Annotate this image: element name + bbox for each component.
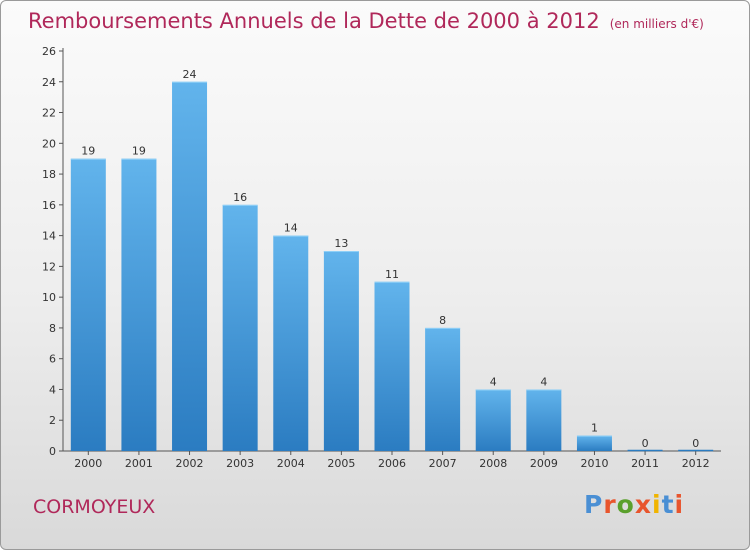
bar — [526, 389, 562, 451]
x-tick-label: 2004 — [277, 457, 305, 470]
data-label: 4 — [540, 375, 547, 388]
x-tick-label: 2002 — [176, 457, 204, 470]
data-label: 13 — [334, 237, 348, 250]
y-tick-label: 4 — [49, 383, 56, 396]
logo-letter: x — [634, 490, 652, 519]
y-tick-label: 16 — [42, 199, 56, 212]
x-tick-label: 2000 — [74, 457, 102, 470]
y-tick-label: 26 — [42, 45, 56, 58]
x-tick-label: 2007 — [429, 457, 457, 470]
bar — [121, 158, 157, 451]
bar — [475, 389, 511, 451]
data-label: 11 — [385, 268, 399, 281]
bar — [374, 281, 410, 451]
data-label: 0 — [692, 437, 699, 450]
data-label: 24 — [183, 68, 197, 81]
x-tick-label: 2012 — [682, 457, 710, 470]
x-tick-label: 2003 — [226, 457, 254, 470]
logo-letter: i — [652, 490, 662, 519]
logo-letter: r — [603, 490, 617, 519]
y-tick-label: 8 — [49, 322, 56, 335]
x-tick-label: 2010 — [580, 457, 608, 470]
bar — [172, 81, 208, 452]
bar — [425, 327, 461, 451]
data-label: 14 — [284, 222, 298, 235]
y-tick-label: 6 — [49, 353, 56, 366]
logo-letter: P — [584, 490, 604, 519]
commune-name: CORMOYEUX — [33, 496, 156, 518]
logo-letter: t — [661, 490, 675, 519]
y-tick-label: 14 — [42, 230, 56, 243]
proxiti-logo: Proxiti — [584, 490, 684, 519]
chart-title-text: Remboursements Annuels de la Dette de 20… — [28, 9, 600, 33]
chart-unit: (en milliers d'€) — [609, 17, 704, 31]
x-tick-label: 2005 — [327, 457, 355, 470]
bar — [70, 158, 106, 451]
bar — [323, 251, 359, 451]
x-tick-label: 2001 — [125, 457, 153, 470]
logo-letter: o — [616, 490, 635, 519]
data-label: 16 — [233, 191, 247, 204]
data-label: 4 — [490, 375, 497, 388]
logo-letter: i — [674, 490, 685, 519]
bar — [273, 235, 309, 451]
data-label: 8 — [439, 314, 446, 327]
y-tick-label: 0 — [49, 445, 56, 458]
data-label: 19 — [81, 145, 95, 158]
x-tick-label: 2008 — [479, 457, 507, 470]
data-label: 0 — [642, 437, 649, 450]
y-tick-label: 18 — [42, 168, 56, 181]
y-tick-label: 24 — [42, 76, 56, 89]
bar-chart: 0246810121416182022242619200019200124200… — [42, 45, 721, 470]
y-tick-label: 10 — [42, 291, 56, 304]
y-tick-label: 22 — [42, 107, 56, 120]
x-tick-label: 2009 — [530, 457, 558, 470]
x-tick-label: 2011 — [631, 457, 659, 470]
y-tick-label: 2 — [49, 414, 56, 427]
bar — [576, 435, 612, 451]
chart-title: Remboursements Annuels de la Dette de 20… — [28, 9, 704, 33]
y-tick-label: 20 — [42, 137, 56, 150]
data-label: 19 — [132, 145, 146, 158]
bar — [222, 204, 258, 451]
x-tick-label: 2006 — [378, 457, 406, 470]
data-label: 1 — [591, 422, 598, 435]
y-tick-label: 12 — [42, 260, 56, 273]
